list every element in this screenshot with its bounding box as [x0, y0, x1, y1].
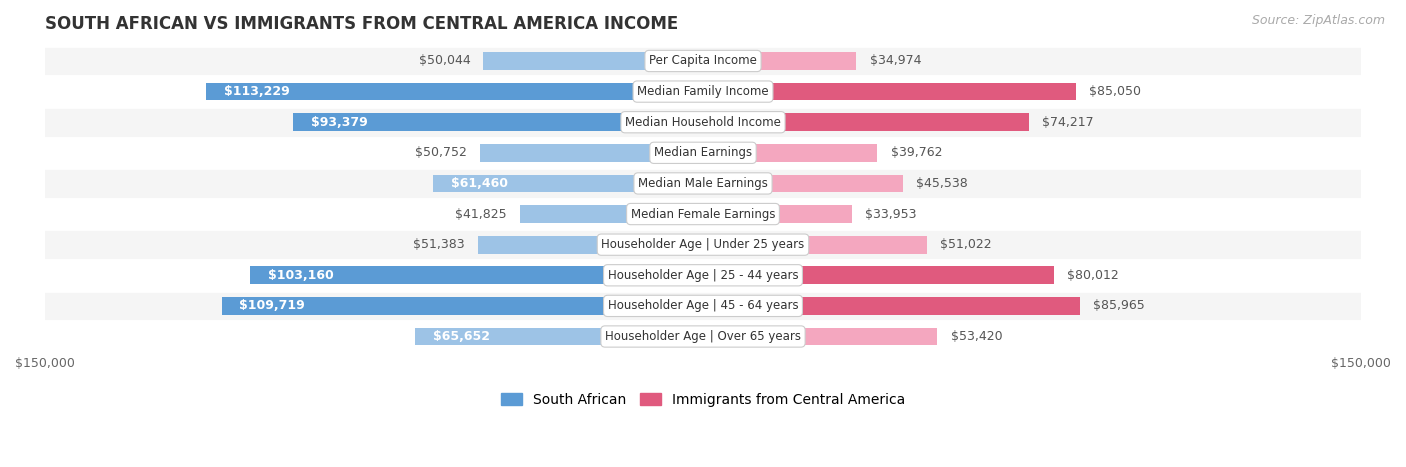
- Text: $50,752: $50,752: [415, 146, 467, 159]
- Text: $39,762: $39,762: [890, 146, 942, 159]
- FancyBboxPatch shape: [0, 107, 1406, 137]
- Bar: [703, 113, 1029, 131]
- FancyBboxPatch shape: [0, 46, 1406, 76]
- Bar: [703, 236, 927, 254]
- Text: $85,965: $85,965: [1094, 299, 1144, 312]
- Text: $93,379: $93,379: [311, 116, 367, 129]
- Legend: South African, Immigrants from Central America: South African, Immigrants from Central A…: [495, 387, 911, 412]
- Text: $61,460: $61,460: [451, 177, 508, 190]
- Text: $51,022: $51,022: [941, 238, 991, 251]
- Text: Median Household Income: Median Household Income: [626, 116, 780, 129]
- Text: $33,953: $33,953: [865, 207, 917, 220]
- Bar: [484, 52, 703, 70]
- Text: $80,012: $80,012: [1067, 269, 1119, 282]
- Text: $74,217: $74,217: [1042, 116, 1094, 129]
- FancyBboxPatch shape: [0, 321, 1406, 352]
- Text: Householder Age | 45 - 64 years: Householder Age | 45 - 64 years: [607, 299, 799, 312]
- Text: $51,383: $51,383: [413, 238, 464, 251]
- Text: Householder Age | Over 65 years: Householder Age | Over 65 years: [605, 330, 801, 343]
- Text: Source: ZipAtlas.com: Source: ZipAtlas.com: [1251, 14, 1385, 27]
- Bar: [294, 113, 703, 131]
- Text: Median Family Income: Median Family Income: [637, 85, 769, 98]
- Text: $53,420: $53,420: [950, 330, 1002, 343]
- Text: Median Female Earnings: Median Female Earnings: [631, 207, 775, 220]
- Text: $109,719: $109,719: [239, 299, 305, 312]
- Text: $65,652: $65,652: [433, 330, 489, 343]
- FancyBboxPatch shape: [0, 290, 1406, 321]
- Bar: [703, 297, 1080, 315]
- Text: $41,825: $41,825: [454, 207, 506, 220]
- Bar: [478, 236, 703, 254]
- Bar: [415, 328, 703, 346]
- Bar: [222, 297, 703, 315]
- Text: $34,974: $34,974: [869, 55, 921, 67]
- Bar: [433, 175, 703, 192]
- Bar: [703, 266, 1054, 284]
- Text: Per Capita Income: Per Capita Income: [650, 55, 756, 67]
- FancyBboxPatch shape: [0, 137, 1406, 168]
- Bar: [207, 83, 703, 100]
- FancyBboxPatch shape: [0, 76, 1406, 107]
- FancyBboxPatch shape: [0, 168, 1406, 199]
- Bar: [703, 144, 877, 162]
- Bar: [703, 52, 856, 70]
- Text: $113,229: $113,229: [224, 85, 290, 98]
- FancyBboxPatch shape: [0, 229, 1406, 260]
- Text: SOUTH AFRICAN VS IMMIGRANTS FROM CENTRAL AMERICA INCOME: SOUTH AFRICAN VS IMMIGRANTS FROM CENTRAL…: [45, 15, 678, 33]
- Text: $85,050: $85,050: [1090, 85, 1142, 98]
- Text: Householder Age | 25 - 44 years: Householder Age | 25 - 44 years: [607, 269, 799, 282]
- Bar: [481, 144, 703, 162]
- Bar: [703, 175, 903, 192]
- Text: $45,538: $45,538: [915, 177, 967, 190]
- Text: $50,044: $50,044: [419, 55, 470, 67]
- FancyBboxPatch shape: [0, 260, 1406, 290]
- Text: Median Earnings: Median Earnings: [654, 146, 752, 159]
- Text: $103,160: $103,160: [269, 269, 333, 282]
- Text: Householder Age | Under 25 years: Householder Age | Under 25 years: [602, 238, 804, 251]
- FancyBboxPatch shape: [0, 199, 1406, 229]
- Bar: [703, 205, 852, 223]
- Bar: [250, 266, 703, 284]
- Bar: [703, 328, 938, 346]
- Text: Median Male Earnings: Median Male Earnings: [638, 177, 768, 190]
- Bar: [703, 83, 1076, 100]
- Bar: [519, 205, 703, 223]
